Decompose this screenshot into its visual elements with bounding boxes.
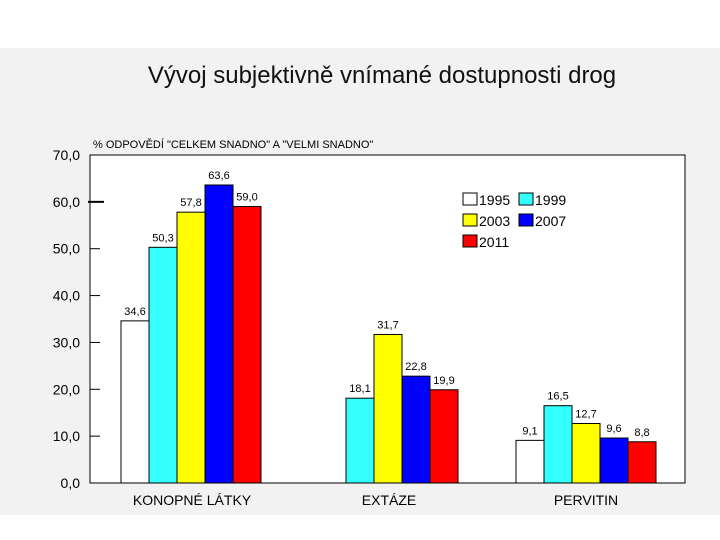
y-axis: 0,0 10,0 20,0 30,0 40,0 50,0 60,0 70,0 (53, 147, 104, 491)
bar-value-label: 12,7 (575, 408, 596, 420)
y-tick-label: 70,0 (53, 147, 80, 163)
bar-2003 (176, 211, 206, 484)
y-tick-label: 0,0 (61, 475, 81, 491)
legend-label: 2011 (479, 234, 509, 250)
category-label: KONOPNÉ LÁTKY (133, 492, 252, 508)
y-tick-label: 20,0 (53, 381, 80, 397)
bar-value-label: 57,8 (180, 197, 201, 209)
data-labels: 34,6 50,3 57,8 63,6 59,0 18,1 31,7 22,8 19,9 9,1 1… (124, 170, 649, 439)
legend-swatch-2007 (518, 213, 534, 227)
legend-label: 2007 (535, 213, 566, 229)
y-tick-label: 10,0 (53, 428, 80, 444)
x-axis: KONOPNÉ LÁTKY EXTÁZE PERVITIN (133, 492, 618, 508)
category-label: PERVITIN (554, 492, 618, 508)
legend-label: 1999 (535, 192, 566, 208)
category-label: EXTÁZE (362, 492, 416, 508)
bar-2011 (627, 441, 657, 484)
bar-value-label: 9,1 (522, 425, 537, 437)
y-tick-label: 40,0 (53, 288, 80, 304)
bar-value-label: 8,8 (634, 427, 649, 439)
bar-2011 (429, 389, 459, 484)
bar-value-label: 9,6 (606, 423, 621, 435)
bar-value-label: 31,7 (377, 319, 398, 331)
bar-1999 (345, 397, 375, 484)
bar-1999 (543, 405, 573, 484)
legend: 1995 1999 2003 2007 2011 (462, 192, 566, 250)
bar-2003 (373, 333, 403, 484)
y-tick-label: 50,0 (53, 241, 80, 257)
legend-label: 2003 (479, 213, 510, 229)
bar-2007 (401, 375, 431, 484)
legend-swatch-2011 (462, 234, 478, 248)
bar-1995 (515, 439, 545, 484)
bar-value-label: 19,9 (433, 375, 454, 387)
bars (120, 184, 657, 484)
legend-swatch-2003 (462, 213, 478, 227)
bar-2007 (204, 184, 234, 484)
legend-swatch-1999 (518, 192, 534, 206)
bar-value-label: 63,6 (208, 170, 229, 182)
bar-value-label: 34,6 (124, 306, 145, 318)
slide-title: Vývoj subjektivně vnímané dostupnosti dr… (147, 62, 617, 89)
legend-label: 1995 (479, 192, 510, 208)
y-axis-label: % ODPOVĚDÍ "CELKEM SNADNO" A "VELMI SNAD… (93, 138, 373, 151)
bar-2007 (599, 437, 629, 484)
bar-value-label: 59,0 (236, 192, 257, 204)
legend-swatch-1995 (462, 192, 478, 206)
y-tick-label: 30,0 (53, 334, 80, 350)
bar-1995 (120, 320, 150, 484)
bar-value-label: 50,3 (152, 232, 173, 244)
bar-value-label: 18,1 (349, 383, 370, 395)
y-tick-label: 60,0 (53, 194, 80, 210)
bar-1999 (148, 246, 178, 484)
bar-value-label: 22,8 (405, 361, 426, 373)
bar-2011 (232, 206, 262, 484)
bar-2003 (571, 422, 601, 484)
bar-value-label: 16,5 (547, 391, 568, 403)
